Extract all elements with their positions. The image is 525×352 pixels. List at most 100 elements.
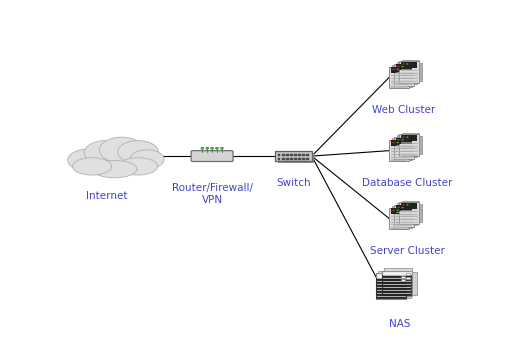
Bar <box>419 204 422 222</box>
Bar <box>414 65 417 84</box>
Ellipse shape <box>406 204 408 206</box>
Bar <box>392 138 409 140</box>
Ellipse shape <box>130 150 164 169</box>
Ellipse shape <box>396 69 399 70</box>
Bar <box>396 84 412 85</box>
Text: Database Cluster: Database Cluster <box>362 178 453 188</box>
Bar <box>401 81 417 82</box>
Text: NAS: NAS <box>388 319 410 329</box>
Text: Router/Firewall/
VPN: Router/Firewall/ VPN <box>172 183 253 205</box>
Ellipse shape <box>206 147 208 149</box>
Ellipse shape <box>392 209 395 211</box>
Bar <box>402 133 419 134</box>
Ellipse shape <box>119 158 158 175</box>
Bar <box>414 207 417 225</box>
Bar <box>397 62 414 64</box>
Bar <box>402 201 419 202</box>
Bar <box>278 154 280 156</box>
Ellipse shape <box>211 147 214 149</box>
Bar <box>391 208 407 214</box>
Bar <box>286 154 289 156</box>
Bar <box>384 269 412 271</box>
Bar <box>396 206 412 211</box>
Ellipse shape <box>397 66 400 67</box>
Bar <box>397 136 414 137</box>
FancyBboxPatch shape <box>394 205 414 227</box>
Bar <box>396 138 412 144</box>
Bar <box>391 227 407 229</box>
Bar <box>409 142 412 160</box>
Ellipse shape <box>392 142 395 143</box>
Bar <box>401 203 417 209</box>
Bar <box>290 158 292 160</box>
Bar <box>419 63 422 81</box>
Bar <box>278 158 280 160</box>
Ellipse shape <box>401 207 404 208</box>
Ellipse shape <box>406 63 408 65</box>
Bar <box>406 277 411 279</box>
Ellipse shape <box>397 207 400 208</box>
Bar <box>406 275 411 298</box>
Bar <box>298 154 301 156</box>
Bar <box>290 154 292 156</box>
Text: Internet: Internet <box>86 191 127 201</box>
Bar <box>391 159 407 161</box>
Bar <box>306 154 309 156</box>
Bar <box>401 62 417 68</box>
Bar <box>302 154 305 156</box>
FancyBboxPatch shape <box>394 64 414 86</box>
FancyBboxPatch shape <box>394 137 414 159</box>
Ellipse shape <box>406 137 408 138</box>
Bar <box>412 272 417 295</box>
FancyBboxPatch shape <box>191 151 233 162</box>
Ellipse shape <box>401 66 404 67</box>
Ellipse shape <box>392 69 395 70</box>
FancyBboxPatch shape <box>390 140 409 162</box>
Bar <box>396 225 412 226</box>
Bar <box>294 158 297 160</box>
Ellipse shape <box>72 158 112 175</box>
Bar <box>294 154 297 156</box>
Bar <box>282 154 285 156</box>
Text: Server Cluster: Server Cluster <box>370 246 445 256</box>
Ellipse shape <box>92 161 137 178</box>
Bar <box>391 67 407 73</box>
Ellipse shape <box>402 63 405 65</box>
FancyBboxPatch shape <box>278 152 314 163</box>
FancyBboxPatch shape <box>399 134 419 156</box>
Bar <box>401 135 417 141</box>
Bar <box>392 206 409 208</box>
Ellipse shape <box>85 141 127 165</box>
Ellipse shape <box>68 149 112 171</box>
Bar <box>392 65 409 67</box>
Bar <box>402 59 419 61</box>
Bar <box>298 158 301 160</box>
FancyBboxPatch shape <box>194 160 233 162</box>
Bar <box>401 276 405 278</box>
Text: Switch: Switch <box>276 178 311 188</box>
Bar <box>409 68 412 87</box>
Bar <box>391 140 407 146</box>
Ellipse shape <box>99 137 144 163</box>
Ellipse shape <box>402 204 405 206</box>
FancyBboxPatch shape <box>275 151 312 162</box>
Ellipse shape <box>216 147 218 149</box>
Bar <box>409 209 412 228</box>
FancyBboxPatch shape <box>399 202 419 224</box>
Ellipse shape <box>118 141 159 163</box>
Bar <box>378 271 406 273</box>
Bar <box>401 222 417 223</box>
Bar <box>406 273 411 276</box>
Bar <box>396 64 412 70</box>
Ellipse shape <box>220 147 223 149</box>
Ellipse shape <box>397 139 400 140</box>
Ellipse shape <box>396 209 399 211</box>
Ellipse shape <box>201 147 204 149</box>
Bar <box>401 279 405 282</box>
Bar <box>286 158 289 160</box>
FancyBboxPatch shape <box>390 67 409 88</box>
Ellipse shape <box>396 142 399 143</box>
Bar <box>401 154 417 156</box>
Ellipse shape <box>402 137 405 138</box>
FancyBboxPatch shape <box>390 208 409 229</box>
